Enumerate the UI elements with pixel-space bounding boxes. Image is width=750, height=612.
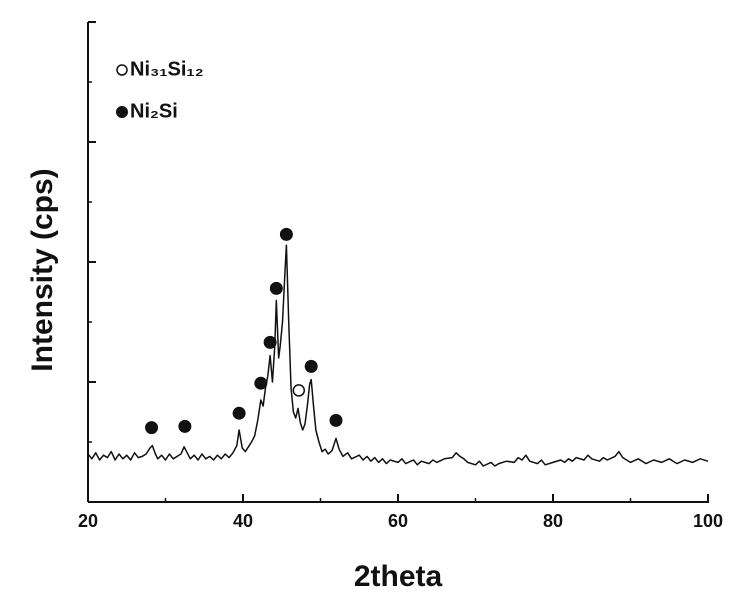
x-tick-label: 40 <box>233 511 253 531</box>
peak-marker <box>279 227 293 241</box>
peak-marker <box>263 335 277 349</box>
peak-marker <box>304 359 318 373</box>
legend-symbol <box>116 106 128 118</box>
legend-label: Ni₃₁Si₁₂ <box>130 58 204 80</box>
peak-marker <box>269 281 283 295</box>
x-axis-label: 2theta <box>354 560 443 593</box>
y-axis-label: Intensity (cps) <box>26 168 59 371</box>
x-tick-label: 100 <box>693 511 723 531</box>
peak-marker <box>329 413 343 427</box>
peak-marker <box>292 384 306 397</box>
data-line <box>87 244 709 467</box>
x-tick-label: 80 <box>543 511 563 531</box>
peak-marker <box>145 421 159 435</box>
legend-label: Ni₂Si <box>130 100 178 122</box>
peak-marker <box>254 376 268 390</box>
peak-marker <box>178 419 192 433</box>
peak-marker <box>232 406 246 420</box>
x-tick-label: 20 <box>78 511 98 531</box>
x-tick-label: 60 <box>388 511 408 531</box>
legend-symbol <box>116 64 128 76</box>
